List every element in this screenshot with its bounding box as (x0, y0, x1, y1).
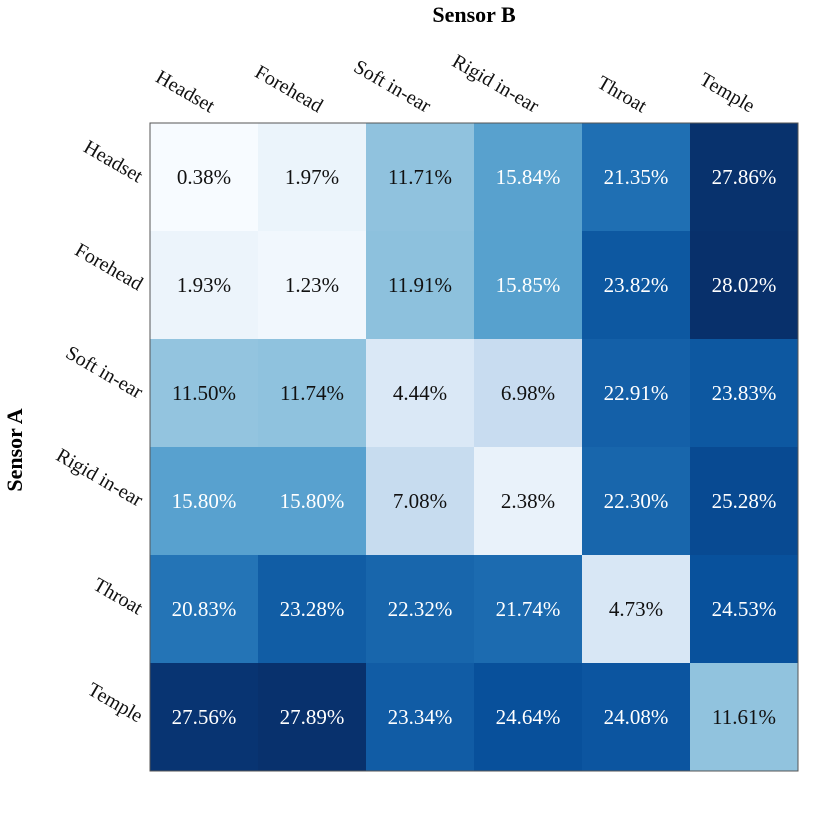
heatmap-cell-value: 23.34% (388, 705, 453, 729)
heatmap-cell (690, 123, 798, 231)
heatmap-cell-value: 15.80% (280, 489, 345, 513)
x-axis-title: Sensor B (432, 2, 516, 27)
x-tick-label: Headset (152, 66, 219, 117)
heatmap-cell (582, 555, 690, 663)
heatmap-cell-value: 11.74% (280, 381, 344, 405)
heatmap-cells: 0.38% 1.97% 11.71% 15.84% 21.35% 27.86% 1.93% 1… (150, 123, 798, 771)
y-tick-label: Headset (80, 136, 147, 187)
x-tick-label: Forehead (251, 61, 326, 117)
heatmap-cell (150, 339, 258, 447)
heatmap-cell (582, 339, 690, 447)
heatmap-cell-value: 23.82% (604, 273, 669, 297)
heatmap-cell (474, 123, 582, 231)
y-axis-title: Sensor A (2, 408, 27, 491)
heatmap-cell (474, 447, 582, 555)
heatmap-cell (150, 555, 258, 663)
heatmap-cell-value: 27.89% (280, 705, 345, 729)
heatmap-cell (366, 123, 474, 231)
heatmap-cell (150, 123, 258, 231)
heatmap-frame (149, 122, 799, 772)
heatmap-cell (366, 447, 474, 555)
heatmap-cell (366, 663, 474, 771)
heatmap-cell-value: 28.02% (712, 273, 777, 297)
heatmap-cell-value: 0.38% (177, 165, 231, 189)
heatmap-cell (474, 339, 582, 447)
heatmap-cell-value: 1.93% (177, 273, 231, 297)
heatmap-cell-value: 7.08% (393, 489, 447, 513)
heatmap-cell-value: 11.50% (172, 381, 236, 405)
heatmap-cell (582, 447, 690, 555)
heatmap-cell (474, 555, 582, 663)
heatmap-cell (258, 231, 366, 339)
heatmap-cell-value: 11.61% (712, 705, 776, 729)
heatmap-cell-value: 4.44% (393, 381, 447, 405)
heatmap-cell-value: 2.38% (501, 489, 555, 513)
heatmap-cell-value: 21.74% (496, 597, 561, 621)
x-tick-labels: Headset Forehead Soft in-ear Rigid in-ear Th… (152, 50, 759, 117)
heatmap-cell (582, 123, 690, 231)
heatmap-cell-value: 24.64% (496, 705, 561, 729)
heatmap-cell-value: 25.28% (712, 489, 777, 513)
y-tick-label: Rigid in-ear (52, 444, 147, 511)
heatmap-cell (690, 339, 798, 447)
y-tick-label: Throat (89, 574, 147, 620)
heatmap-cell (258, 447, 366, 555)
heatmap-cell (150, 663, 258, 771)
y-tick-label: Temple (84, 678, 147, 727)
heatmap-cell-value: 11.71% (388, 165, 452, 189)
x-tick-label: Soft in-ear (350, 56, 435, 118)
heatmap-cell-value: 20.83% (172, 597, 237, 621)
heatmap-cell-value: 15.85% (496, 273, 561, 297)
heatmap-cell (258, 555, 366, 663)
heatmap-cell (150, 447, 258, 555)
heatmap-cell (258, 339, 366, 447)
heatmap-cell (474, 663, 582, 771)
heatmap-cell (258, 123, 366, 231)
heatmap-cell-value: 27.56% (172, 705, 237, 729)
heatmap-cell (366, 339, 474, 447)
heatmap-cell (474, 231, 582, 339)
heatmap-cell-value: 24.08% (604, 705, 669, 729)
x-tick-label: Temple (696, 68, 759, 117)
heatmap-cell-value: 22.91% (604, 381, 669, 405)
heatmap-cell-value: 23.83% (712, 381, 777, 405)
heatmap-cell-value: 1.97% (285, 165, 339, 189)
heatmap-cell-value: 22.30% (604, 489, 669, 513)
heatmap-cell-value: 6.98% (501, 381, 555, 405)
heatmap-cell (366, 231, 474, 339)
heatmap-cell-value: 24.53% (712, 597, 777, 621)
heatmap-cell-value: 21.35% (604, 165, 669, 189)
heatmap-cell-value: 15.80% (172, 489, 237, 513)
heatmap-cell-value: 22.32% (388, 597, 453, 621)
heatmap-cell-value: 1.23% (285, 273, 339, 297)
heatmap-cell (690, 447, 798, 555)
heatmap-cell-value: 23.28% (280, 597, 345, 621)
heatmap-cell-value: 11.91% (388, 273, 452, 297)
heatmap-cell (258, 663, 366, 771)
x-tick-label: Throat (593, 72, 651, 118)
heatmap-cell (690, 663, 798, 771)
heatmap-cell-value: 27.86% (712, 165, 777, 189)
heatmap-cell (150, 231, 258, 339)
heatmap-cell (690, 555, 798, 663)
heatmap-cell (366, 555, 474, 663)
heatmap-cell-value: 4.73% (609, 597, 663, 621)
y-tick-label: Soft in-ear (62, 342, 147, 404)
y-tick-label: Forehead (71, 239, 146, 295)
heatmap-cell (582, 663, 690, 771)
heatmap-cell-value: 15.84% (496, 165, 561, 189)
heatmap-cell (690, 231, 798, 339)
heatmap-cell (582, 231, 690, 339)
x-tick-label: Rigid in-ear (448, 50, 543, 117)
y-tick-labels: Headset Forehead Soft in-ear Rigid in-ear Th… (52, 136, 147, 727)
